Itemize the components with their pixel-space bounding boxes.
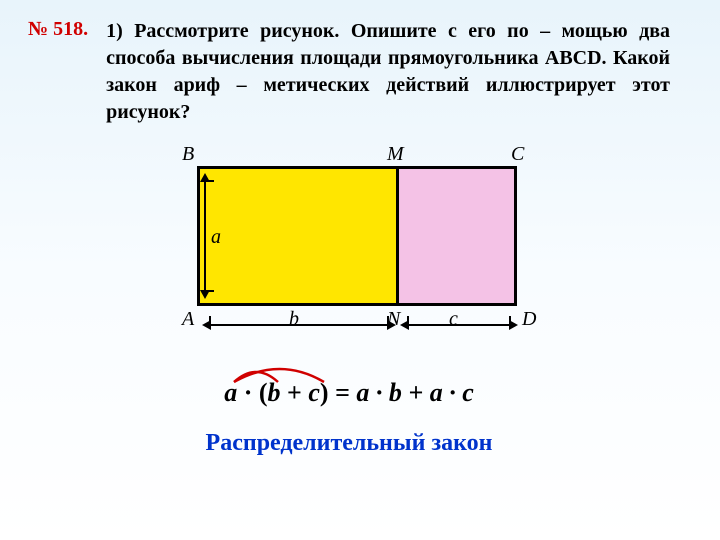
dimension-c-bracket bbox=[407, 312, 511, 326]
distributive-formula: a · (b + c) = a · b + a · c bbox=[224, 378, 474, 408]
rectangle-right-pink bbox=[397, 169, 514, 303]
vertex-d: D bbox=[522, 308, 536, 331]
side-label-b: b bbox=[289, 308, 299, 331]
rectangle-left-yellow bbox=[200, 169, 397, 303]
figure-container: A B M C N D a b c bbox=[28, 150, 670, 350]
segment-mn bbox=[396, 166, 399, 306]
law-name: Распределительный закон bbox=[28, 430, 670, 457]
vertex-m: M bbox=[387, 143, 404, 166]
problem-number: № 518. bbox=[28, 18, 88, 41]
vertex-b: B bbox=[182, 143, 194, 166]
vertex-c: C bbox=[511, 143, 524, 166]
problem-text: 1) Рассмотрите рисунок. Опишите с его по… bbox=[106, 18, 670, 126]
dimension-b-bracket bbox=[209, 312, 389, 326]
side-label-c: c bbox=[449, 308, 458, 331]
distribution-arcs-icon bbox=[224, 360, 384, 384]
rectangle-figure: A B M C N D a b c bbox=[149, 150, 549, 350]
side-label-a: a bbox=[211, 226, 221, 249]
formula-row: a · (b + c) = a · b + a · c bbox=[28, 378, 670, 408]
vertex-a: A bbox=[182, 308, 194, 331]
problem-header: № 518. 1) Рассмотрите рисунок. Опишите с… bbox=[28, 18, 670, 126]
